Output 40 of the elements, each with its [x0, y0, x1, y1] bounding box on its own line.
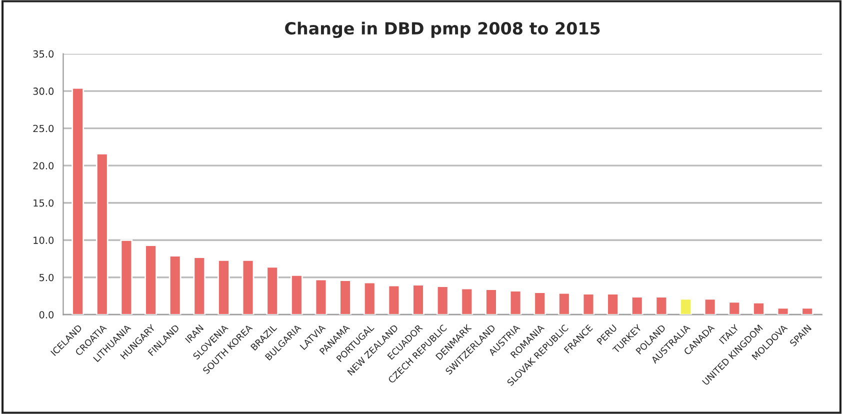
- y-tick-label: 25.0: [33, 124, 54, 132]
- bar: [339, 280, 352, 315]
- bar: [509, 290, 522, 315]
- bar: [242, 260, 254, 315]
- y-tick-label: 5.0: [39, 274, 54, 282]
- y-tick-label: 20.0: [33, 162, 54, 170]
- bar: [655, 296, 668, 315]
- y-tick-label: 15.0: [34, 199, 54, 207]
- bar: [388, 284, 400, 315]
- bar: [436, 286, 449, 315]
- y-tick-label: 0.0: [39, 311, 54, 318]
- bar: [72, 87, 84, 315]
- y-tick-label: 35.0: [33, 50, 54, 58]
- bar: [606, 293, 619, 315]
- bar: [630, 296, 644, 315]
- bar: [290, 274, 303, 315]
- y-tick-label: 30.0: [33, 88, 54, 95]
- bar: [144, 244, 157, 315]
- y-tick-label: 10.0: [34, 236, 54, 244]
- bar: [314, 278, 328, 315]
- bar: [485, 288, 498, 315]
- bar: [120, 239, 133, 315]
- bar: [582, 293, 595, 315]
- bar: [558, 292, 570, 315]
- bar: [534, 292, 546, 315]
- chart-title: Change in DBD pmp 2008 to 2015: [285, 22, 600, 38]
- bar: [728, 301, 741, 315]
- bar: [193, 256, 206, 315]
- bar: [704, 298, 716, 315]
- bar: [168, 255, 182, 315]
- bar: [412, 284, 424, 315]
- bar: [801, 307, 814, 315]
- bar: [680, 298, 692, 315]
- bar: [96, 152, 108, 315]
- bar: [266, 266, 279, 315]
- bar: [218, 260, 230, 315]
- bar: [363, 282, 376, 315]
- bar: [776, 307, 790, 315]
- bar: [460, 288, 474, 315]
- bar: [752, 302, 765, 315]
